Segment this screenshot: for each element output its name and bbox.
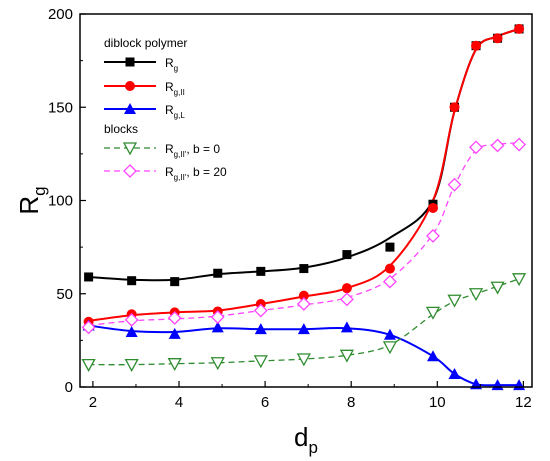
data-point xyxy=(210,310,225,324)
data-point xyxy=(298,290,309,301)
legend-marker-rg-ii xyxy=(125,81,135,91)
series-markers xyxy=(81,23,527,391)
legend-label-rg-ii-b0: Rg,II', b = 0 xyxy=(165,142,220,159)
legend-label-rg-l: Rg,L xyxy=(165,103,185,120)
data-point xyxy=(339,349,354,363)
data-point xyxy=(299,264,309,274)
legend-marker-rg-ii-b20 xyxy=(123,164,137,178)
legend-marker-shape xyxy=(123,164,137,178)
data-point xyxy=(253,303,268,318)
data-point xyxy=(81,320,96,335)
x-axis-title-sub: p xyxy=(309,438,318,457)
x-tick-label: 10 xyxy=(429,394,446,411)
data-point xyxy=(384,263,395,274)
legend-marker-shape xyxy=(124,103,136,114)
data-point xyxy=(210,357,225,371)
data-point xyxy=(341,283,352,294)
legend-header-diblock: diblock polymer xyxy=(104,36,187,50)
data-point xyxy=(426,350,439,362)
series-curve xyxy=(88,27,520,282)
data-point xyxy=(425,306,441,320)
legend-header-blocks: blocks xyxy=(104,122,138,136)
legend-marker-rg-l xyxy=(124,103,136,114)
data-point xyxy=(340,321,353,333)
data-point xyxy=(382,341,398,355)
data-point xyxy=(383,274,397,289)
series-0-points xyxy=(84,24,524,287)
data-point xyxy=(124,358,139,372)
y-axis-title-main: R xyxy=(14,196,44,215)
data-point xyxy=(213,268,223,278)
data-point xyxy=(127,276,137,286)
legend-label-rg-ii-b20: Rg,II', b = 20 xyxy=(165,165,227,182)
data-point xyxy=(167,358,182,372)
data-point xyxy=(514,23,525,34)
data-point xyxy=(296,297,311,311)
legend-marker-shape xyxy=(125,81,135,91)
data-point xyxy=(471,40,482,51)
legend-label-rg-ii: Rg,II xyxy=(165,80,185,97)
data-point xyxy=(296,353,311,367)
series-3-points xyxy=(81,273,527,372)
data-point xyxy=(254,323,267,335)
data-point xyxy=(447,177,462,192)
legend-label-rg: Rg xyxy=(165,56,178,73)
data-point xyxy=(81,358,96,372)
data-point xyxy=(448,367,461,379)
data-point xyxy=(426,229,440,243)
data-point xyxy=(125,325,138,337)
series-4-points xyxy=(81,137,527,335)
series-curve xyxy=(88,27,520,322)
data-point xyxy=(449,102,460,113)
axis-ticks xyxy=(80,13,524,388)
legend-marker-shape xyxy=(122,142,138,156)
data-point xyxy=(490,138,505,153)
y-tick-label: 150 xyxy=(48,99,73,116)
data-point xyxy=(339,292,354,307)
data-point xyxy=(342,250,352,260)
data-point xyxy=(492,33,503,44)
data-point xyxy=(468,288,484,302)
data-point xyxy=(211,321,224,333)
y-axis-title-sub: g xyxy=(30,186,49,195)
data-point xyxy=(447,294,462,308)
data-point xyxy=(511,273,527,287)
data-point xyxy=(469,140,483,155)
series-1-points xyxy=(83,23,525,327)
legend-marker-rg-ii-b0 xyxy=(122,142,138,156)
data-point xyxy=(253,355,268,369)
legend: diblock polymer blocks Rg Rg,II Rg,L Rg,… xyxy=(104,36,227,182)
x-axis-title-main: d xyxy=(294,422,308,452)
data-point xyxy=(490,281,505,295)
data-point xyxy=(512,137,527,152)
data-point xyxy=(383,328,396,340)
data-point xyxy=(167,311,182,325)
x-tick-label: 8 xyxy=(347,394,355,411)
y-tick-label: 50 xyxy=(56,286,73,303)
legend-marker-rg xyxy=(125,57,135,67)
tick-labels: 2 4 6 8 10 12 0 50 100 150 200 xyxy=(48,6,532,411)
x-tick-label: 4 xyxy=(175,394,183,411)
x-tick-label: 2 xyxy=(89,394,97,411)
y-tick-label: 0 xyxy=(65,379,73,396)
legend-marker-shape xyxy=(125,57,135,67)
y-tick-label: 100 xyxy=(48,193,73,210)
x-tick-label: 12 xyxy=(515,394,532,411)
y-tick-label: 200 xyxy=(48,6,73,23)
data-point xyxy=(427,202,438,213)
data-point xyxy=(124,312,139,327)
x-axis-title: dp xyxy=(294,422,318,457)
data-point xyxy=(168,327,181,339)
data-point xyxy=(170,277,180,287)
data-point xyxy=(385,242,395,252)
data-point xyxy=(297,323,310,335)
x-tick-label: 6 xyxy=(261,394,269,411)
data-point xyxy=(84,272,94,282)
data-point xyxy=(256,266,266,276)
y-axis-title: Rg xyxy=(14,186,49,214)
